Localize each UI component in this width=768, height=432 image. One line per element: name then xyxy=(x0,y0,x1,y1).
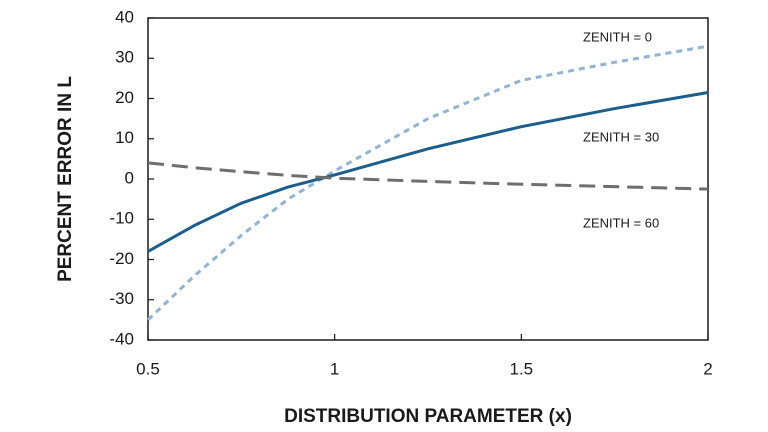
x-tick-label: 2 xyxy=(703,359,712,378)
y-tick-label: -40 xyxy=(109,329,134,348)
series-line xyxy=(146,44,709,321)
y-tick-label: 20 xyxy=(115,88,134,107)
y-tick-label: -30 xyxy=(109,289,134,308)
x-tick-label: 0.5 xyxy=(136,359,160,378)
series-line xyxy=(147,161,709,191)
series-label: ZENITH = 30 xyxy=(583,129,659,144)
series-label: ZENITH = 60 xyxy=(583,215,659,230)
y-axis-label: PERCENT ERROR IN L xyxy=(55,76,76,282)
y-tick-label: 10 xyxy=(115,128,134,147)
y-tick-label: 0 xyxy=(125,168,134,187)
y-tick-label: 40 xyxy=(115,7,134,26)
y-tick-label: 30 xyxy=(115,48,134,67)
y-tick-label: -20 xyxy=(109,249,134,268)
series-line xyxy=(147,90,709,253)
x-axis-label: DISTRIBUTION PARAMETER (x) xyxy=(284,406,572,427)
y-tick-label: -10 xyxy=(109,209,134,228)
x-tick-label: 1.5 xyxy=(510,359,534,378)
plot-frame xyxy=(147,17,709,341)
series-label: ZENITH = 0 xyxy=(583,29,652,44)
x-tick-label: 1 xyxy=(330,359,339,378)
